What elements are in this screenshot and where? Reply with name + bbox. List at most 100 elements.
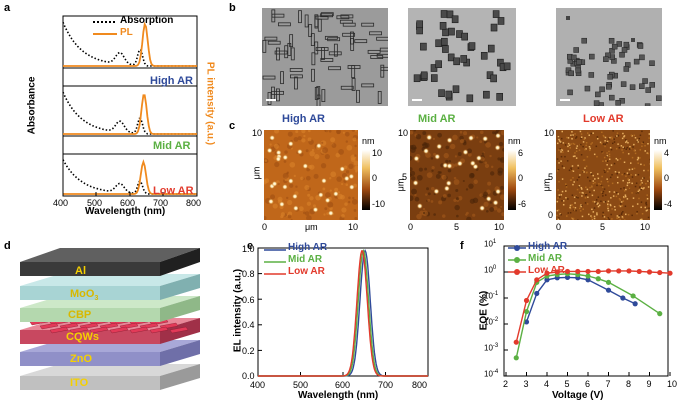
afm-texture bbox=[572, 209, 575, 212]
nanoplatelet bbox=[631, 38, 635, 42]
afm-texture bbox=[566, 136, 568, 139]
afm-texture bbox=[649, 176, 650, 178]
afm-texture bbox=[568, 169, 571, 172]
tem-image-mid-ar bbox=[408, 8, 516, 106]
afm-texture bbox=[584, 197, 587, 199]
afm-particle bbox=[446, 162, 453, 169]
nanoplatelet bbox=[451, 15, 459, 24]
afm-texture bbox=[616, 135, 618, 137]
afm-texture bbox=[637, 156, 640, 159]
afm-texture bbox=[609, 203, 612, 206]
afm-texture bbox=[435, 173, 441, 179]
afm-texture bbox=[313, 173, 319, 179]
afm-particle bbox=[495, 188, 502, 195]
afm-texture bbox=[320, 140, 327, 146]
afm-texture bbox=[622, 196, 625, 198]
afm-texture bbox=[580, 187, 583, 189]
afm-texture bbox=[561, 130, 563, 133]
afm-texture bbox=[592, 200, 594, 203]
afm-texture bbox=[293, 137, 299, 142]
afm-texture bbox=[558, 138, 560, 141]
afm-texture bbox=[453, 179, 460, 185]
panel-e-chart bbox=[257, 247, 429, 377]
afm-texture bbox=[592, 211, 595, 213]
afm-texture bbox=[590, 173, 593, 175]
afm-texture bbox=[572, 176, 574, 179]
afm-texture bbox=[354, 130, 358, 132]
afm-texture bbox=[641, 142, 643, 144]
nanoplatelet bbox=[490, 74, 497, 83]
afm-texture bbox=[613, 138, 616, 140]
afm-texture bbox=[352, 196, 355, 200]
panel-e-ytick-0: 0.0 bbox=[242, 371, 255, 381]
afm-texture bbox=[566, 215, 568, 217]
afm-texture bbox=[641, 145, 643, 148]
afm-texture bbox=[636, 139, 639, 141]
afm-texture bbox=[589, 180, 591, 182]
nanoplatelet bbox=[350, 38, 355, 51]
afm-texture bbox=[615, 148, 618, 150]
afm-texture bbox=[603, 201, 605, 203]
nanoplatelet bbox=[599, 86, 605, 93]
afm-texture bbox=[567, 137, 570, 139]
afm-particle bbox=[423, 148, 430, 155]
nanoplatelet bbox=[442, 45, 449, 53]
afm-texture bbox=[322, 147, 329, 154]
afm-texture bbox=[600, 180, 603, 183]
afm-texture bbox=[300, 176, 304, 181]
afm-texture bbox=[489, 201, 492, 204]
afm-texture bbox=[607, 202, 609, 205]
afm-texture bbox=[500, 194, 504, 200]
afm-texture bbox=[613, 191, 616, 193]
layer-label-cqws: CQWs bbox=[66, 331, 99, 343]
eqe-point bbox=[544, 270, 550, 276]
afm-particle bbox=[275, 156, 282, 163]
afm-particle bbox=[479, 205, 486, 212]
afm-particle bbox=[482, 135, 489, 142]
afm-texture bbox=[617, 134, 620, 137]
afm-texture bbox=[633, 149, 636, 152]
afm-texture bbox=[592, 132, 594, 134]
afm-texture bbox=[616, 182, 619, 184]
afm-texture bbox=[619, 158, 622, 160]
colorbar-1-tick-top: 10 bbox=[372, 148, 383, 158]
afm-particle bbox=[436, 143, 443, 150]
afm-texture bbox=[622, 200, 625, 202]
afm-texture bbox=[305, 149, 309, 153]
afm-particle bbox=[332, 190, 339, 197]
afm-image-high-ar bbox=[264, 130, 358, 220]
layer-label-moo3: MoO3 bbox=[70, 288, 98, 302]
afm-texture bbox=[453, 176, 457, 180]
afm-texture bbox=[623, 135, 626, 137]
afm-texture bbox=[570, 167, 572, 169]
afm-texture bbox=[642, 187, 644, 190]
afm-texture bbox=[284, 150, 288, 154]
afm-texture bbox=[632, 205, 634, 208]
eqe-point bbox=[657, 269, 663, 276]
afm-texture bbox=[487, 181, 492, 186]
afm-texture bbox=[616, 192, 618, 194]
afm-texture bbox=[595, 202, 597, 205]
cqw-plate bbox=[49, 326, 69, 334]
afm-texture bbox=[620, 201, 623, 203]
afm-texture bbox=[618, 147, 621, 149]
afm-texture bbox=[632, 197, 635, 199]
afm-texture bbox=[586, 203, 589, 205]
afm-texture bbox=[264, 179, 268, 185]
afm-texture bbox=[479, 193, 483, 197]
afm-texture bbox=[341, 183, 344, 186]
panel-e-ytick-3: 0.6 bbox=[242, 295, 255, 305]
afm-texture bbox=[592, 182, 595, 185]
afm-texture bbox=[608, 218, 611, 220]
afm-texture bbox=[312, 204, 316, 208]
afm1-yunit: μm bbox=[251, 166, 262, 180]
nanoplatelet bbox=[320, 12, 334, 17]
afm-texture bbox=[459, 138, 465, 144]
afm-texture bbox=[465, 213, 468, 216]
afm-texture bbox=[603, 156, 606, 159]
afm-texture bbox=[622, 179, 624, 182]
afm-texture bbox=[643, 177, 645, 179]
afm-particle bbox=[434, 153, 441, 160]
nanoplatelet bbox=[314, 87, 319, 100]
afm-texture bbox=[604, 145, 606, 148]
